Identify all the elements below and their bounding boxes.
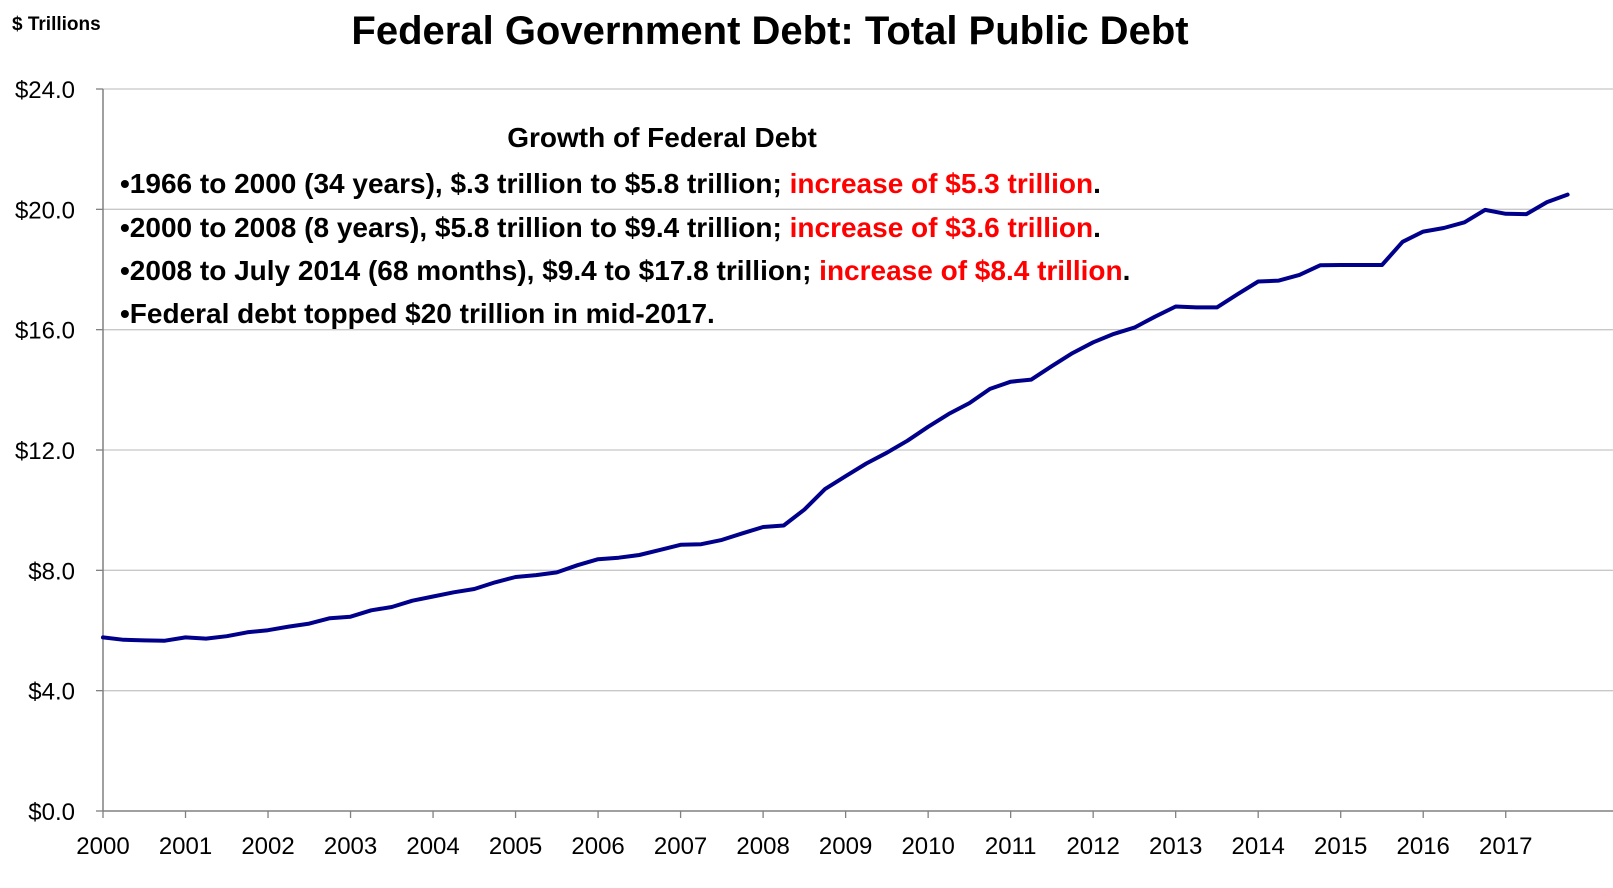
x-tick-label: 2002	[241, 833, 294, 860]
x-tick-label: 2007	[654, 833, 707, 860]
x-tick-label: 2001	[159, 833, 212, 860]
x-tick-label: 2016	[1397, 833, 1450, 860]
chart-title: Federal Government Debt: Total Public De…	[351, 9, 1188, 53]
annotation-line-1-end: .	[1093, 168, 1101, 199]
x-tick-label: 2015	[1314, 833, 1367, 860]
x-tick-label: 2008	[736, 833, 789, 860]
annotation-line-2-highlight: increase of $3.6 trillion	[790, 212, 1093, 243]
annotation-line-1-text: •1966 to 2000 (34 years), $.3 trillion t…	[120, 168, 790, 199]
y-tick-label: $0.0	[28, 799, 75, 826]
y-tick-label: $20.0	[15, 197, 75, 224]
x-tick-label: 2000	[76, 833, 129, 860]
axes	[102, 89, 1613, 818]
x-tick-label: 2003	[324, 833, 377, 860]
x-axis-tick-labels: 2000 2001 2002 2003 2004 2005 2006 2007 2008 2009…	[76, 833, 1532, 860]
x-tick-label: 2014	[1231, 833, 1284, 860]
annotation-line-2: •2000 to 2008 (8 years), $5.8 trillion t…	[120, 212, 1101, 243]
x-tick-label: 2005	[489, 833, 542, 860]
x-tick-label: 2013	[1149, 833, 1202, 860]
x-tick-label: 2006	[571, 833, 624, 860]
x-tick-label: 2009	[819, 833, 872, 860]
annotation-line-4: •Federal debt topped $20 trillion in mid…	[120, 298, 715, 329]
y-tick-label: $4.0	[28, 679, 75, 706]
x-tick-label: 2012	[1066, 833, 1119, 860]
annotation-line-2-text: •2000 to 2008 (8 years), $5.8 trillion t…	[120, 212, 790, 243]
annotation-line-4-text: •Federal debt topped $20 trillion in mid…	[120, 298, 715, 329]
annotation-line-3-highlight: increase of $8.4 trillion	[819, 255, 1122, 286]
annotation-heading: Growth of Federal Debt	[507, 122, 817, 153]
annotation-line-1: •1966 to 2000 (34 years), $.3 trillion t…	[120, 168, 1101, 199]
y-tick-label: $12.0	[15, 438, 75, 465]
y-tick-label: $8.0	[28, 558, 75, 585]
annotation-line-3-text: •2008 to July 2014 (68 months), $9.4 to …	[120, 255, 819, 286]
gridlines	[96, 88, 1613, 812]
annotation-line-3-end: .	[1123, 255, 1131, 286]
series-lines	[101, 192, 1570, 643]
annotation-box: Growth of Federal Debt •1966 to 2000 (34…	[120, 122, 1130, 329]
x-tick-label: 2004	[406, 833, 459, 860]
y-tick-label: $24.0	[15, 77, 75, 104]
x-tick-label: 2011	[985, 833, 1037, 860]
y-tick-label: $16.0	[15, 318, 75, 345]
annotation-line-1-highlight: increase of $5.3 trillion	[790, 168, 1093, 199]
annotation-line-3: •2008 to July 2014 (68 months), $9.4 to …	[120, 255, 1130, 286]
y-axis-tick-labels: $0.0 $4.0 $8.0 $12.0 $16.0 $20.0 $24.0	[15, 77, 75, 826]
series-line-total-public-debt	[101, 192, 1570, 643]
annotation-line-2-end: .	[1093, 212, 1101, 243]
y-axis-unit-label: $ Trillions	[12, 14, 101, 35]
x-tick-label: 2017	[1479, 833, 1532, 860]
x-tick-label: 2010	[901, 833, 954, 860]
